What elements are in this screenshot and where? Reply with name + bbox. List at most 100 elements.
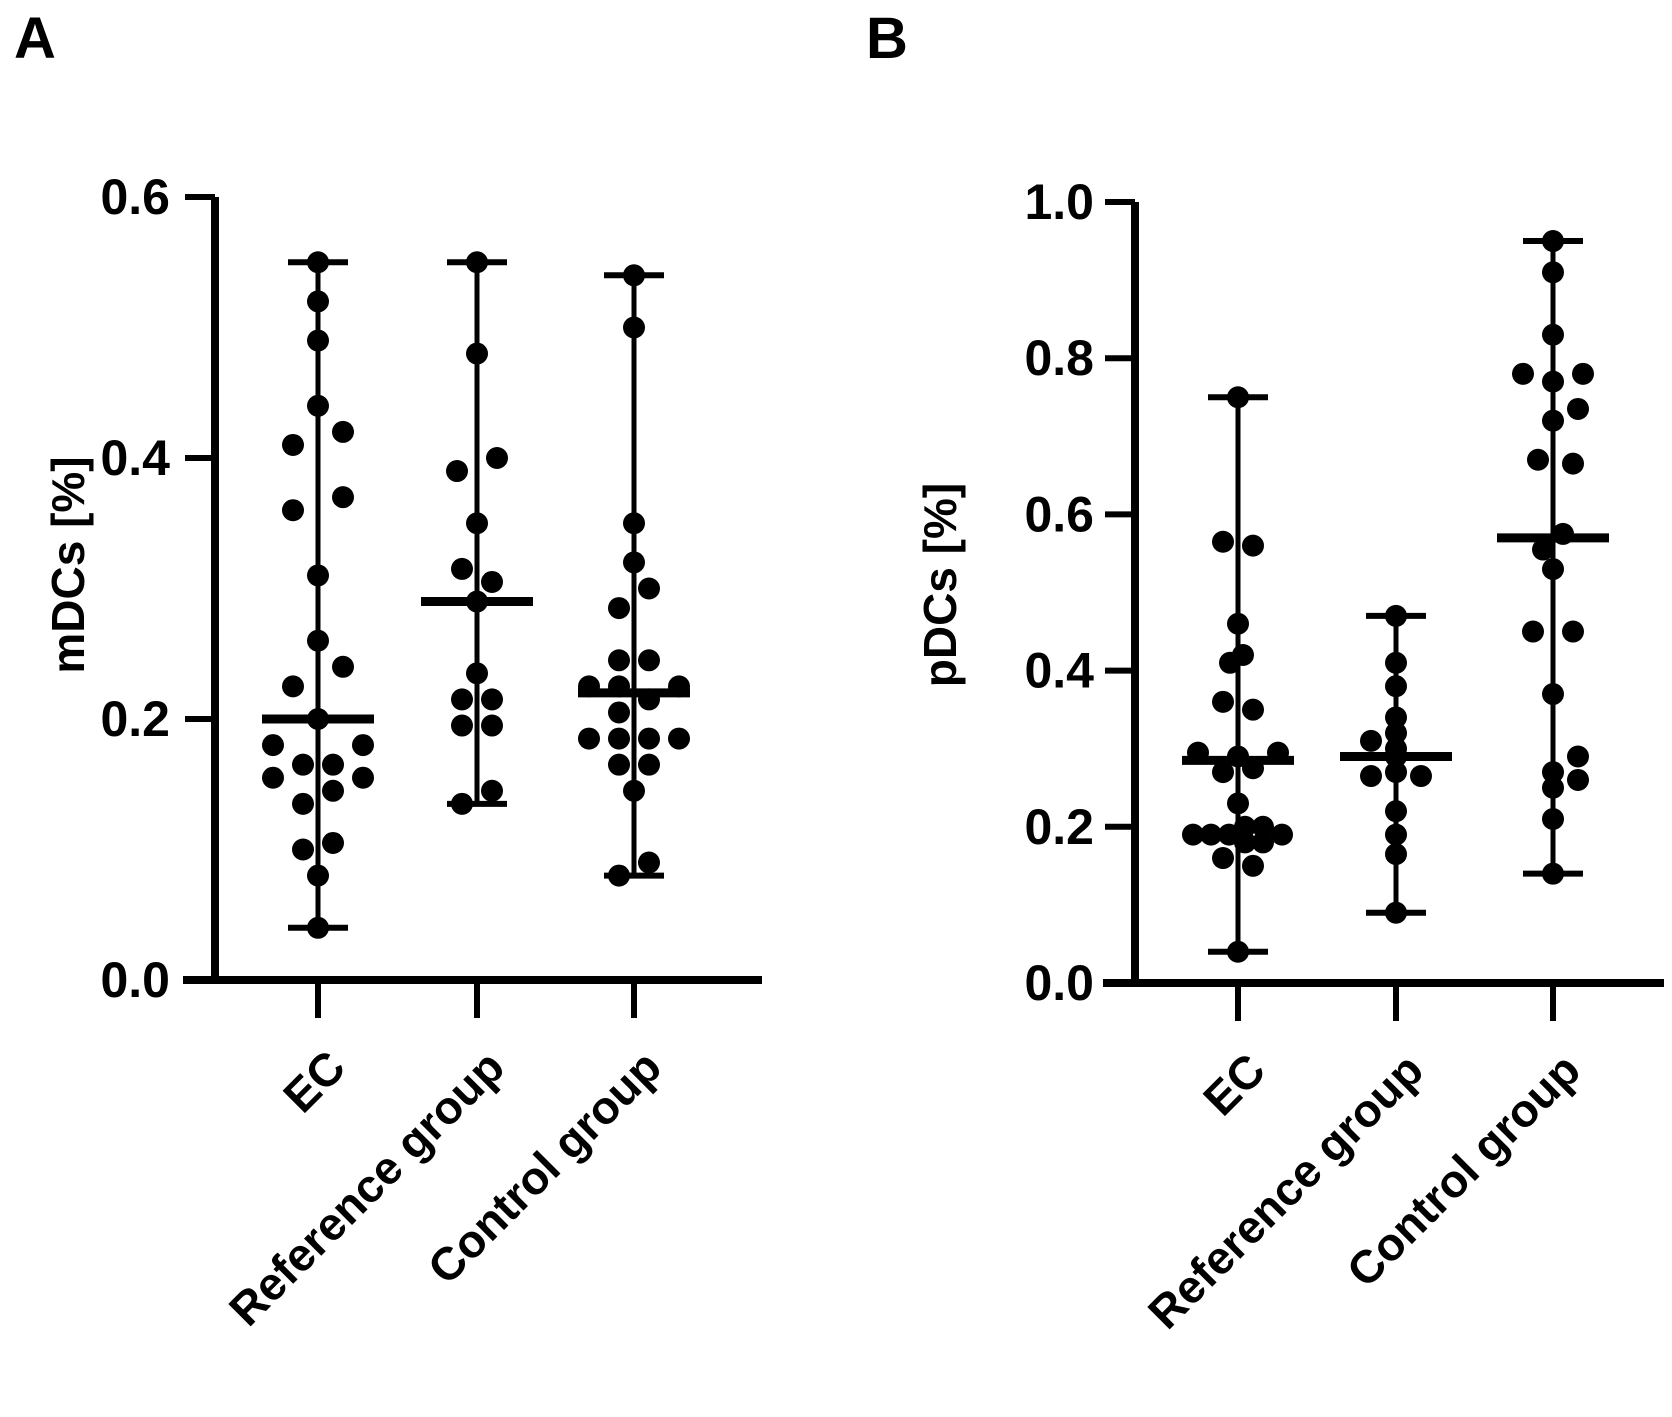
data-point (638, 851, 660, 874)
data-point (1242, 698, 1264, 721)
data-point (1562, 452, 1584, 475)
data-point (578, 727, 600, 750)
data-point (1512, 362, 1534, 385)
data-point (307, 290, 329, 313)
data-point (1522, 620, 1544, 643)
data-point (1182, 823, 1204, 846)
data-point (1572, 362, 1594, 385)
x-category-label: Reference group (1138, 1043, 1433, 1338)
data-point (1227, 612, 1249, 635)
data-point (1567, 768, 1589, 791)
data-point (623, 512, 645, 535)
y-tick-label: 0.8 (1024, 330, 1094, 386)
data-point (292, 838, 314, 861)
data-point (1385, 823, 1407, 846)
data-point (282, 675, 304, 698)
data-point (1542, 370, 1564, 393)
y-axis-label: pDCs [%] (914, 483, 966, 687)
data-point (1385, 706, 1407, 729)
y-tick-label: 0.0 (100, 952, 170, 1008)
data-point (608, 864, 630, 887)
series-reference-group (421, 251, 533, 815)
data-point (1271, 823, 1293, 846)
x-category-label: Reference group (219, 1040, 514, 1335)
y-tick-label: 0.4 (1024, 643, 1094, 699)
data-point (1252, 815, 1274, 838)
data-point (623, 316, 645, 339)
data-point (1234, 831, 1256, 854)
data-point (486, 447, 508, 469)
y-tick-label: 0.6 (100, 169, 170, 225)
data-point (1567, 745, 1589, 768)
data-point (1542, 761, 1564, 784)
data-point (1532, 538, 1554, 561)
data-point (451, 714, 473, 737)
y-tick-label: 0.2 (100, 691, 170, 747)
data-point (1212, 530, 1234, 553)
data-point (322, 779, 344, 802)
data-point (1212, 690, 1234, 713)
data-point (1410, 765, 1432, 788)
y-tick-label: 0.4 (100, 430, 170, 486)
data-point (1360, 765, 1382, 788)
y-tick-label: 0.6 (1024, 486, 1094, 542)
data-point (608, 649, 630, 672)
data-point (307, 564, 329, 587)
data-point (307, 629, 329, 652)
y-axis-label: mDCs [%] (42, 456, 94, 673)
data-point (332, 655, 354, 678)
data-point (1542, 409, 1564, 432)
data-point (307, 394, 329, 417)
data-point (352, 766, 374, 789)
data-point (623, 779, 645, 802)
data-point (1219, 651, 1241, 674)
data-point (1212, 847, 1234, 870)
data-point (1227, 940, 1249, 963)
y-tick-label: 0.2 (1024, 799, 1094, 855)
data-point (1242, 854, 1264, 877)
data-point (1242, 534, 1264, 557)
data-point (282, 499, 304, 522)
y-tick-label: 0.0 (1024, 955, 1094, 1011)
data-point (608, 597, 630, 620)
data-point (292, 792, 314, 815)
series-control-group (578, 264, 690, 887)
data-point (638, 649, 660, 672)
data-point (1385, 722, 1407, 745)
data-point (1527, 448, 1549, 471)
data-point (332, 420, 354, 443)
x-category-label: EC (273, 1040, 355, 1122)
data-point (1542, 807, 1564, 830)
data-point (307, 251, 329, 274)
data-point (668, 727, 690, 750)
data-point (322, 753, 344, 776)
data-point (1542, 230, 1564, 253)
data-point (481, 714, 503, 737)
series-reference-group (1340, 604, 1452, 924)
data-point (1385, 761, 1407, 784)
data-point (481, 779, 503, 802)
data-point (481, 570, 503, 593)
data-point (466, 512, 488, 535)
data-point (1567, 397, 1589, 420)
data-point (446, 460, 468, 483)
data-point (262, 734, 284, 757)
data-point (451, 688, 473, 711)
data-point (1385, 651, 1407, 674)
data-point (466, 662, 488, 685)
data-point (638, 577, 660, 600)
series-ec (1182, 386, 1294, 963)
x-category-label: EC (1193, 1043, 1275, 1125)
data-point (307, 864, 329, 887)
data-point (1385, 843, 1407, 866)
data-point (1542, 323, 1564, 346)
data-point (1385, 675, 1407, 698)
series-control-group (1497, 230, 1609, 885)
data-point (451, 557, 473, 580)
data-point (1360, 729, 1382, 752)
data-point (282, 433, 304, 456)
data-point (608, 727, 630, 750)
